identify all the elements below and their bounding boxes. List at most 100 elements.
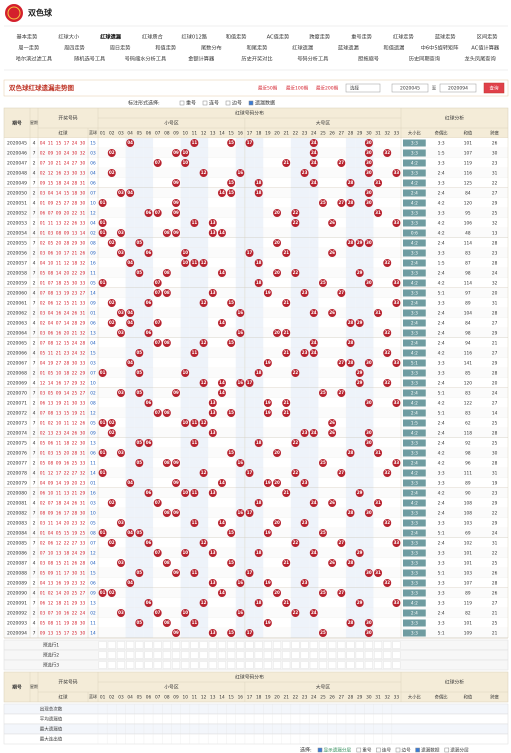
nav-link[interactable]: 和值走势 xyxy=(155,44,176,52)
nav-link[interactable]: 胆拖缩号 xyxy=(358,55,379,63)
preselect-cell[interactable] xyxy=(318,651,327,659)
preselect-cell[interactable] xyxy=(199,641,208,649)
preselect-cell[interactable] xyxy=(162,661,171,669)
preselect-cell[interactable] xyxy=(190,651,199,659)
preselect-cell[interactable] xyxy=(217,651,226,659)
checkbox[interactable] xyxy=(395,747,401,753)
preselect-cell[interactable] xyxy=(282,651,291,659)
preselect-cell[interactable] xyxy=(144,651,153,659)
preselect-cell[interactable] xyxy=(126,661,135,669)
nav-link[interactable]: 蓝球遗漏 xyxy=(338,44,359,52)
nav-link[interactable]: 号码分析工具 xyxy=(297,55,328,63)
nav-link[interactable]: 蓝球走势 xyxy=(435,33,456,41)
preselect-cell[interactable] xyxy=(208,641,217,649)
preselect-cell[interactable] xyxy=(364,641,373,649)
recent-link[interactable]: 最近50期 xyxy=(258,85,278,92)
preselect-cell[interactable] xyxy=(107,661,116,669)
preselect-cell[interactable] xyxy=(98,661,107,669)
nav-link[interactable]: 随机选号工具 xyxy=(74,55,105,63)
preselect-cell[interactable] xyxy=(392,641,401,649)
preselect-cell[interactable] xyxy=(135,641,144,649)
preselect-cell[interactable] xyxy=(181,651,190,659)
preselect-cell[interactable] xyxy=(392,661,401,669)
preselect-cell[interactable] xyxy=(98,651,107,659)
preselect-cell[interactable] xyxy=(263,661,272,669)
preselect-cell[interactable] xyxy=(282,641,291,649)
preselect-cell[interactable] xyxy=(328,641,337,649)
preselect-cell[interactable] xyxy=(364,661,373,669)
preselect-cell[interactable] xyxy=(273,651,282,659)
preselect-cell[interactable] xyxy=(383,651,392,659)
preselect-cell[interactable] xyxy=(172,661,181,669)
preselect-cell[interactable] xyxy=(309,651,318,659)
nav-link[interactable]: AC值走势 xyxy=(267,33,290,41)
nav-link[interactable]: 历史同期查询 xyxy=(409,55,440,63)
preselect-cell[interactable] xyxy=(190,641,199,649)
preselect-cell[interactable] xyxy=(291,651,300,659)
preselect-cell[interactable] xyxy=(135,651,144,659)
nav-link[interactable]: 中6中5旋转矩阵 xyxy=(421,44,459,52)
preselect-cell[interactable] xyxy=(153,661,162,669)
preselect-cell[interactable] xyxy=(374,651,383,659)
preselect-cell[interactable] xyxy=(144,661,153,669)
preselect-cell[interactable] xyxy=(337,661,346,669)
nav-link[interactable]: 红球质合 xyxy=(142,33,164,41)
preselect-cell[interactable] xyxy=(153,651,162,659)
checkbox[interactable] xyxy=(202,100,208,106)
preselect-cell[interactable] xyxy=(227,651,236,659)
preselect-cell[interactable] xyxy=(199,661,208,669)
checkbox[interactable] xyxy=(444,747,450,753)
preselect-cell[interactable] xyxy=(300,641,309,649)
to-input[interactable] xyxy=(439,83,477,93)
preselect-cell[interactable] xyxy=(107,651,116,659)
preselect-cell[interactable] xyxy=(190,661,199,669)
nav-link[interactable]: 周一走势 xyxy=(18,44,39,52)
preselect-cell[interactable] xyxy=(236,651,245,659)
preselect-cell[interactable] xyxy=(199,651,208,659)
preselect-cell[interactable] xyxy=(227,661,236,669)
preselect-cell[interactable] xyxy=(162,651,171,659)
preselect-cell[interactable] xyxy=(254,661,263,669)
query-label[interactable]: 查询 xyxy=(490,85,499,92)
nav-link[interactable]: 红球走势 xyxy=(393,33,414,41)
preselect-cell[interactable] xyxy=(153,641,162,649)
preselect-cell[interactable] xyxy=(346,641,355,649)
preselect-cell[interactable] xyxy=(383,661,392,669)
preselect-cell[interactable] xyxy=(217,661,226,669)
preselect-cell[interactable] xyxy=(309,641,318,649)
nav-link[interactable]: 重号走势 xyxy=(351,33,372,41)
checkbox[interactable] xyxy=(317,747,323,753)
preselect-cell[interactable] xyxy=(263,641,272,649)
preselect-cell[interactable] xyxy=(116,661,125,669)
preselect-cell[interactable] xyxy=(355,651,364,659)
checkbox[interactable] xyxy=(248,100,254,106)
preselect-cell[interactable] xyxy=(135,661,144,669)
nav-link[interactable]: 周四走势 xyxy=(64,44,85,52)
checkbox[interactable] xyxy=(225,100,231,106)
nav-link[interactable]: 红球大小 xyxy=(58,33,80,41)
recent-link[interactable]: 最近200期 xyxy=(316,85,339,92)
preselect-cell[interactable] xyxy=(309,661,318,669)
preselect-cell[interactable] xyxy=(300,651,309,659)
nav-link[interactable]: 跨度走势 xyxy=(309,33,330,41)
preselect-cell[interactable] xyxy=(181,661,190,669)
preselect-cell[interactable] xyxy=(392,651,401,659)
preselect-cell[interactable] xyxy=(328,651,337,659)
checkbox[interactable] xyxy=(376,747,381,753)
preselect-cell[interactable] xyxy=(236,641,245,649)
preselect-cell[interactable] xyxy=(383,641,392,649)
preselect-cell[interactable] xyxy=(227,641,236,649)
checkbox[interactable] xyxy=(356,747,362,753)
preselect-cell[interactable] xyxy=(337,641,346,649)
preselect-cell[interactable] xyxy=(245,651,254,659)
preselect-cell[interactable] xyxy=(263,651,272,659)
preselect-cell[interactable] xyxy=(107,641,116,649)
nav-link[interactable]: 哈尔滨过滤工具 xyxy=(16,55,52,63)
preselect-cell[interactable] xyxy=(98,641,107,649)
checkbox[interactable] xyxy=(179,100,185,106)
checkbox[interactable] xyxy=(415,747,420,753)
preselect-cell[interactable] xyxy=(337,651,346,659)
from-input[interactable] xyxy=(391,83,429,93)
nav-link[interactable]: 红球遗漏 xyxy=(292,44,313,52)
preselect-cell[interactable] xyxy=(236,661,245,669)
